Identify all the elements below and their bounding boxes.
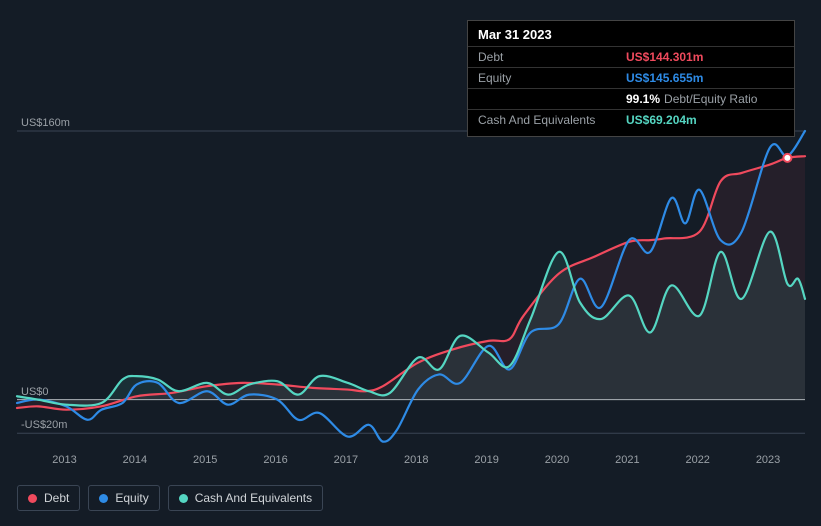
x-tick-label: 2018 [404, 454, 428, 466]
x-tick-label: 2016 [263, 454, 287, 466]
y-tick-label: US$160m [21, 117, 70, 129]
legend-label: Equity [115, 491, 148, 505]
legend-label: Debt [44, 491, 69, 505]
y-tick-label: US$0 [21, 386, 49, 398]
chart-container: US$160m US$0 -US$20m 2013 2014 2015 2016 2017 2… [0, 0, 821, 526]
legend-item-debt[interactable]: Debt [17, 485, 80, 511]
hover-marker [783, 154, 791, 162]
tooltip-row: 99.1% Debt/Equity Ratio [468, 88, 794, 109]
x-tick-label: 2019 [474, 454, 498, 466]
legend-item-cash[interactable]: Cash And Equivalents [168, 485, 323, 511]
legend-dot-icon [28, 494, 37, 503]
tooltip-row-value: US$144.301m [626, 50, 703, 64]
tooltip-row-value: 99.1% [626, 92, 660, 106]
hover-tooltip: Mar 31 2023 DebtUS$144.301mEquityUS$145.… [467, 20, 795, 137]
y-tick-label: -US$20m [21, 419, 67, 431]
tooltip-row-value: US$69.204m [626, 113, 697, 127]
tooltip-row-label [478, 92, 626, 106]
tooltip-row-value: US$145.655m [626, 71, 703, 85]
tooltip-row-extra: Debt/Equity Ratio [664, 92, 757, 106]
chart-legend: Debt Equity Cash And Equivalents [17, 485, 323, 511]
x-tick-label: 2014 [123, 454, 147, 466]
x-tick-label: 2023 [756, 454, 780, 466]
legend-dot-icon [99, 494, 108, 503]
x-tick-label: 2020 [545, 454, 569, 466]
x-tick-label: 2013 [52, 454, 76, 466]
tooltip-row-label: Debt [478, 50, 626, 64]
tooltip-date: Mar 31 2023 [468, 27, 794, 46]
tooltip-row-label: Equity [478, 71, 626, 85]
tooltip-row-label: Cash And Equivalents [478, 113, 626, 127]
tooltip-row: DebtUS$144.301m [468, 46, 794, 67]
x-tick-label: 2022 [685, 454, 709, 466]
legend-label: Cash And Equivalents [195, 491, 312, 505]
x-tick-label: 2015 [193, 454, 217, 466]
x-tick-label: 2021 [615, 454, 639, 466]
tooltip-row: Cash And EquivalentsUS$69.204m [468, 109, 794, 130]
x-tick-label: 2017 [334, 454, 358, 466]
legend-dot-icon [179, 494, 188, 503]
legend-item-equity[interactable]: Equity [88, 485, 159, 511]
tooltip-row: EquityUS$145.655m [468, 67, 794, 88]
